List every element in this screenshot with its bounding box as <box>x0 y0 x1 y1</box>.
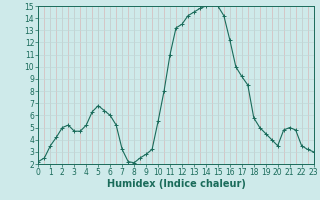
X-axis label: Humidex (Indice chaleur): Humidex (Indice chaleur) <box>107 179 245 189</box>
